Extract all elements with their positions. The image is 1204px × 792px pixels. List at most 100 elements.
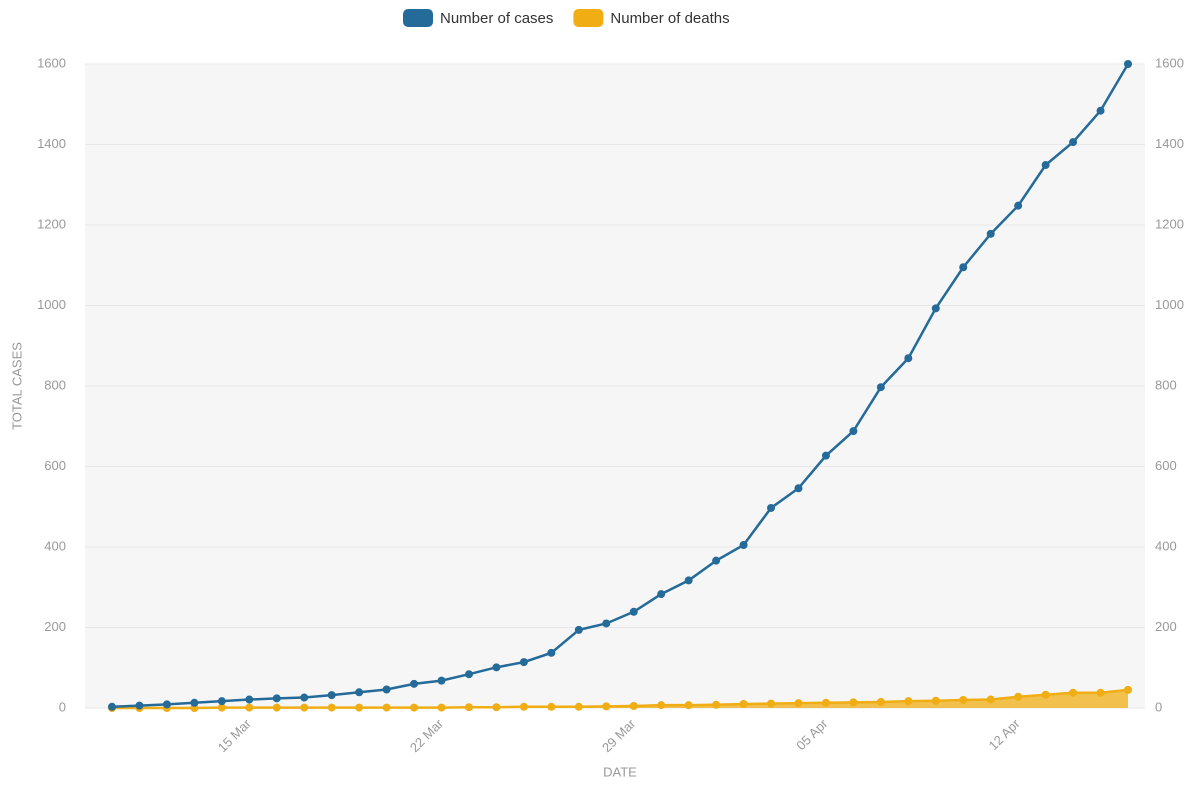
y-tick-label: 600 [44, 458, 66, 473]
point [410, 679, 419, 688]
point [135, 701, 144, 710]
point [821, 451, 830, 460]
y2-tick-label: 1000 [1155, 297, 1184, 312]
point [245, 695, 254, 704]
point [574, 625, 583, 634]
point [849, 427, 858, 436]
y-tick-label: 1400 [37, 136, 66, 151]
y2-tick-label: 600 [1155, 458, 1177, 473]
y2-tick-label: 0 [1155, 699, 1162, 714]
point [629, 701, 638, 710]
point [300, 693, 309, 702]
line [111, 63, 1130, 709]
point [794, 699, 803, 708]
y2-tick-label: 800 [1155, 377, 1177, 392]
point [410, 703, 419, 712]
point [767, 699, 776, 708]
legend-item: Number of cases [403, 9, 553, 27]
point [959, 695, 968, 704]
point [574, 702, 583, 711]
point [162, 700, 171, 709]
y-tick-label: 1600 [37, 55, 66, 70]
point [437, 676, 446, 685]
point [519, 702, 528, 711]
point [794, 484, 803, 493]
point [217, 703, 226, 712]
legend-swatch [403, 9, 433, 27]
point [464, 670, 473, 679]
point [959, 263, 968, 272]
legend-item: Number of deaths [573, 9, 730, 27]
point [1014, 692, 1023, 701]
y-tick-label: 1000 [37, 297, 66, 312]
point [986, 695, 995, 704]
y-tick-label: 800 [44, 377, 66, 392]
y2-tick-label: 400 [1155, 538, 1177, 553]
point [657, 590, 666, 599]
point [1041, 161, 1050, 170]
x-axis-title: DATE [603, 764, 637, 779]
point [1096, 106, 1105, 115]
point [272, 694, 281, 703]
point [739, 699, 748, 708]
point [1096, 688, 1105, 697]
point [519, 658, 528, 667]
point [986, 229, 995, 238]
point [849, 698, 858, 707]
point [382, 685, 391, 694]
point [931, 696, 940, 705]
point [712, 556, 721, 565]
legend-swatch [573, 9, 604, 27]
point [492, 663, 501, 672]
y-tick-label: 400 [44, 538, 66, 553]
point [1069, 138, 1078, 147]
point [355, 688, 364, 697]
point [602, 619, 611, 628]
point [876, 383, 885, 392]
point [684, 576, 693, 585]
point [1014, 201, 1023, 210]
point [1069, 688, 1078, 697]
y-tick-label: 1200 [37, 216, 66, 231]
point [300, 703, 309, 712]
x-tick-label: 22 Mar [407, 715, 447, 755]
point [1041, 690, 1050, 699]
y-tick-label: 0 [59, 699, 66, 714]
line [112, 688, 1129, 710]
point [602, 702, 611, 711]
point [382, 703, 391, 712]
point [1124, 685, 1132, 694]
point [190, 698, 199, 707]
point [217, 697, 226, 706]
point [821, 698, 830, 707]
y2-tick-label: 1600 [1155, 55, 1184, 70]
point [712, 700, 721, 709]
point [437, 703, 446, 712]
point [492, 703, 501, 712]
point [739, 540, 748, 549]
point [272, 703, 281, 712]
x-tick-label: 12 Apr [986, 715, 1024, 753]
point [657, 701, 666, 710]
x-tick-label: 05 Apr [793, 715, 831, 753]
point [931, 304, 940, 313]
y2-tick-label: 1400 [1155, 136, 1184, 151]
point [547, 648, 556, 657]
point [629, 607, 638, 616]
y-axis-title: TOTAL CASES [9, 342, 24, 430]
x-tick-label: 15 Mar [215, 715, 255, 755]
point [904, 354, 913, 363]
area [112, 689, 1128, 708]
point [876, 697, 885, 706]
point [464, 703, 473, 712]
point [547, 702, 556, 711]
point [327, 691, 336, 700]
y2-tick-label: 200 [1155, 619, 1177, 634]
x-tick-label: 29 Mar [599, 715, 639, 755]
point [684, 701, 693, 710]
point [355, 703, 364, 712]
point [904, 697, 913, 706]
y2-tick-label: 1200 [1155, 216, 1184, 231]
y-tick-label: 200 [44, 619, 66, 634]
